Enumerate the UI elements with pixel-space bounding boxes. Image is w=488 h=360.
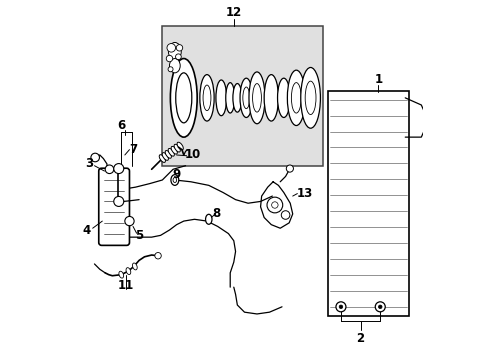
Text: 11: 11 xyxy=(118,279,134,292)
Ellipse shape xyxy=(170,59,197,137)
Circle shape xyxy=(266,197,282,213)
Ellipse shape xyxy=(225,83,234,113)
Ellipse shape xyxy=(291,82,301,113)
Text: 7: 7 xyxy=(129,143,137,156)
Text: 4: 4 xyxy=(82,224,91,237)
Ellipse shape xyxy=(248,72,264,124)
Ellipse shape xyxy=(264,75,278,121)
Circle shape xyxy=(339,305,342,309)
Ellipse shape xyxy=(232,84,242,112)
Text: 1: 1 xyxy=(374,73,382,86)
Ellipse shape xyxy=(132,263,137,270)
Ellipse shape xyxy=(200,75,214,121)
Circle shape xyxy=(91,153,99,162)
Ellipse shape xyxy=(165,150,171,158)
Ellipse shape xyxy=(175,73,191,123)
Circle shape xyxy=(155,252,161,259)
Ellipse shape xyxy=(119,271,123,278)
Polygon shape xyxy=(162,26,323,166)
Ellipse shape xyxy=(240,78,252,117)
Text: 3: 3 xyxy=(85,157,93,170)
Circle shape xyxy=(168,67,173,72)
Circle shape xyxy=(285,165,293,172)
Ellipse shape xyxy=(216,80,226,116)
Circle shape xyxy=(335,302,345,312)
Text: 8: 8 xyxy=(211,207,220,220)
Circle shape xyxy=(175,54,181,60)
Ellipse shape xyxy=(169,59,180,73)
Circle shape xyxy=(114,163,123,174)
Ellipse shape xyxy=(159,155,165,162)
Text: 5: 5 xyxy=(135,229,143,242)
Ellipse shape xyxy=(168,42,181,60)
Circle shape xyxy=(105,165,114,174)
Ellipse shape xyxy=(126,267,130,275)
Ellipse shape xyxy=(173,177,176,183)
Circle shape xyxy=(281,211,289,219)
Text: 9: 9 xyxy=(172,168,181,181)
Circle shape xyxy=(378,305,381,309)
Ellipse shape xyxy=(174,144,180,152)
Circle shape xyxy=(166,55,172,62)
Circle shape xyxy=(166,44,175,52)
Ellipse shape xyxy=(205,214,212,224)
Circle shape xyxy=(114,197,123,206)
Ellipse shape xyxy=(168,148,174,156)
Ellipse shape xyxy=(162,153,168,160)
Ellipse shape xyxy=(203,85,210,111)
Text: 10: 10 xyxy=(184,148,201,162)
Ellipse shape xyxy=(287,70,305,126)
Text: 12: 12 xyxy=(225,6,242,19)
Ellipse shape xyxy=(300,67,320,128)
Circle shape xyxy=(176,45,183,51)
Text: 13: 13 xyxy=(296,187,312,200)
Ellipse shape xyxy=(171,175,179,185)
Bar xyxy=(328,91,408,316)
Circle shape xyxy=(124,216,134,226)
Ellipse shape xyxy=(177,142,183,150)
Ellipse shape xyxy=(305,81,315,114)
Ellipse shape xyxy=(243,87,249,109)
Text: 6: 6 xyxy=(117,119,125,132)
Ellipse shape xyxy=(252,84,261,112)
Ellipse shape xyxy=(277,78,289,117)
FancyBboxPatch shape xyxy=(99,168,129,246)
Text: 2: 2 xyxy=(356,333,364,346)
Circle shape xyxy=(374,302,385,312)
Ellipse shape xyxy=(171,147,177,154)
Circle shape xyxy=(271,202,278,208)
